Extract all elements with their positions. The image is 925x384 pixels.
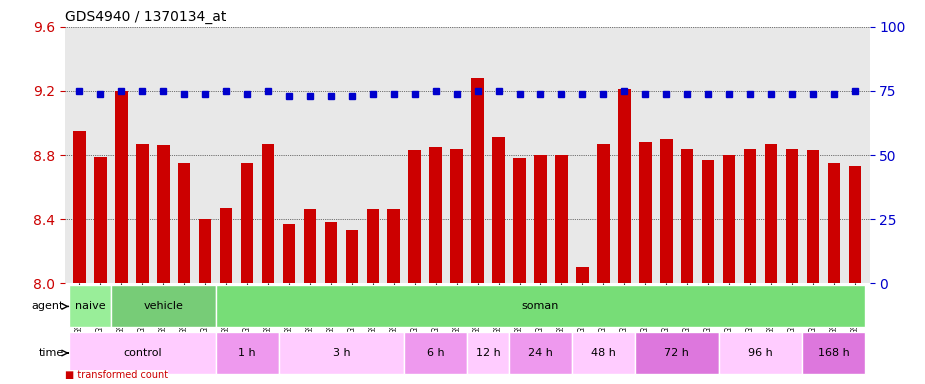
Bar (848, 166, 861, 384)
Text: control: control (123, 348, 162, 358)
FancyBboxPatch shape (69, 285, 111, 328)
FancyBboxPatch shape (216, 332, 278, 374)
Text: 48 h: 48 h (591, 348, 616, 358)
Bar (513, 158, 525, 384)
FancyBboxPatch shape (509, 332, 572, 374)
Text: agent: agent (31, 301, 64, 311)
Bar (450, 149, 462, 384)
Bar (94, 157, 106, 384)
Bar (73, 131, 86, 384)
FancyBboxPatch shape (216, 285, 865, 328)
Bar (534, 155, 547, 384)
Bar (785, 149, 798, 384)
Bar (346, 230, 358, 384)
Text: 6 h: 6 h (426, 348, 445, 358)
Bar (283, 224, 295, 384)
Bar (681, 149, 694, 384)
Bar (240, 163, 253, 384)
FancyBboxPatch shape (572, 332, 635, 374)
Bar (576, 267, 588, 384)
Bar (597, 144, 610, 384)
Text: 3 h: 3 h (333, 348, 351, 358)
Bar (555, 155, 568, 384)
Bar (388, 209, 400, 384)
Bar (303, 209, 316, 384)
Bar (115, 91, 128, 384)
Text: soman: soman (522, 301, 559, 311)
Text: 168 h: 168 h (818, 348, 850, 358)
Text: 12 h: 12 h (475, 348, 500, 358)
Bar (492, 137, 505, 384)
Bar (807, 150, 820, 384)
Bar (325, 222, 338, 384)
Bar (765, 144, 777, 384)
Bar (639, 142, 651, 384)
FancyBboxPatch shape (467, 332, 509, 374)
Bar (660, 139, 672, 384)
Bar (157, 146, 169, 384)
FancyBboxPatch shape (278, 332, 404, 374)
FancyBboxPatch shape (635, 332, 719, 374)
Bar (828, 163, 840, 384)
Bar (199, 219, 212, 384)
Bar (702, 160, 714, 384)
Text: time: time (39, 348, 64, 358)
Text: ■ transformed count: ■ transformed count (65, 370, 167, 380)
Text: 96 h: 96 h (748, 348, 773, 358)
Text: vehicle: vehicle (143, 301, 183, 311)
Bar (722, 155, 735, 384)
Bar (178, 163, 191, 384)
Bar (366, 209, 379, 384)
Text: GDS4940 / 1370134_at: GDS4940 / 1370134_at (65, 10, 226, 25)
Bar (409, 150, 421, 384)
Text: 72 h: 72 h (664, 348, 689, 358)
Bar (429, 147, 442, 384)
FancyBboxPatch shape (404, 332, 467, 374)
Bar (136, 144, 149, 384)
FancyBboxPatch shape (69, 332, 216, 374)
Text: 1 h: 1 h (239, 348, 256, 358)
Bar (472, 78, 484, 384)
Bar (618, 89, 631, 384)
FancyBboxPatch shape (719, 332, 802, 374)
Text: naive: naive (75, 301, 105, 311)
Bar (744, 149, 757, 384)
FancyBboxPatch shape (802, 332, 865, 374)
Bar (220, 208, 232, 384)
Bar (262, 144, 275, 384)
Text: 24 h: 24 h (528, 348, 553, 358)
FancyBboxPatch shape (111, 285, 216, 328)
